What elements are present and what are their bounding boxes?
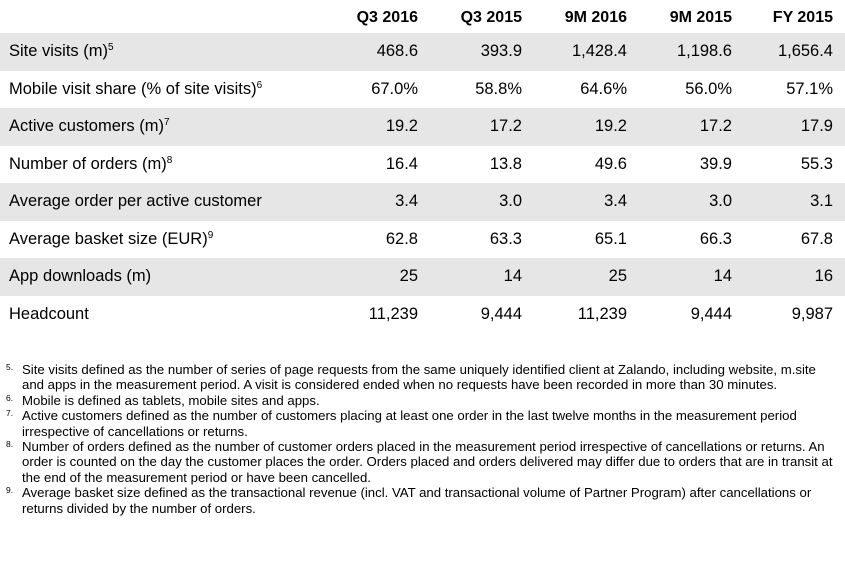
row-label-text: Average basket size (EUR): [9, 229, 208, 248]
table-cell: 65.1: [594, 229, 627, 248]
table-cell: 393.9: [430, 33, 534, 71]
table-cell: 11,239: [577, 304, 627, 323]
column-header: FY 2015: [772, 9, 833, 26]
footnote-mark: 8.: [6, 439, 14, 450]
table-cell: 11,239: [368, 304, 418, 323]
row-label-text: Number of orders (m): [9, 154, 167, 173]
table-cell: 1,198.6: [639, 33, 744, 71]
table-cell: 19.2: [534, 108, 639, 146]
row-label: Headcount: [0, 296, 335, 334]
table-row: Number of orders (m)8 16.4 13.8 49.6 39.…: [0, 146, 845, 184]
footnote-mark: 9.: [6, 485, 14, 496]
column-header: [0, 3, 335, 33]
table-cell: 39.9: [699, 154, 732, 173]
table-cell: 14: [639, 258, 744, 296]
row-label: Mobile visit share (% of site visits)6: [0, 71, 335, 109]
table-cell: 9,444: [480, 304, 522, 323]
footnote-text: Average basket size defined as the trans…: [22, 485, 812, 516]
footnote-mark: 6.: [6, 392, 14, 403]
row-label: Average basket size (EUR)9: [0, 221, 335, 259]
column-header: 9M 2015: [669, 9, 732, 26]
row-label: Active customers (m)7: [0, 108, 335, 146]
table-cell: 3.4: [335, 183, 430, 221]
row-label: App downloads (m): [0, 258, 335, 296]
table-cell: 67.8: [800, 229, 833, 248]
table-cell: 3.4: [534, 183, 639, 221]
table-cell: 3.0: [639, 183, 744, 221]
table-row: Site visits (m)5 468.6 393.9 1,428.4 1,1…: [0, 33, 845, 71]
footnote: 9. Average basket size defined as the tr…: [6, 485, 836, 516]
footnotes: 5. Site visits defined as the number of …: [6, 362, 836, 516]
footnote-ref: 9: [207, 229, 214, 241]
row-label-text: Headcount: [9, 304, 89, 323]
footnote-text: Site visits defined as the number of ser…: [22, 362, 816, 393]
footnote-ref: 6: [256, 79, 263, 91]
footnote: 6. Mobile is defined as tablets, mobile …: [6, 393, 836, 408]
table-cell: 17.2: [639, 108, 744, 146]
footnote-text: Mobile is defined as tablets, mobile sit…: [22, 392, 320, 408]
footnote-mark: 7.: [6, 408, 14, 419]
column-header: 9M 2016: [564, 9, 627, 26]
table-cell: 62.8: [385, 229, 418, 248]
table-cell: 1,428.4: [534, 33, 639, 71]
row-label-text: App downloads (m): [9, 267, 152, 286]
table-cell: 13.8: [489, 154, 522, 173]
table-cell: 19.2: [335, 108, 430, 146]
table-row: App downloads (m) 25 14 25 14 16: [0, 258, 845, 296]
footnote-ref: 7: [163, 117, 170, 129]
column-header: Q3 2015: [460, 9, 522, 26]
table-row: Average order per active customer 3.4 3.…: [0, 183, 845, 221]
table-row: Mobile visit share (% of site visits)6 6…: [0, 71, 845, 109]
row-label-text: Average order per active customer: [9, 192, 262, 211]
table-row: Active customers (m)7 19.2 17.2 19.2 17.…: [0, 108, 845, 146]
footnote-text: Active customers defined as the number o…: [22, 408, 797, 439]
footnote-ref: 8: [166, 154, 173, 166]
table-cell: 25: [534, 258, 639, 296]
table-cell: 63.3: [489, 229, 522, 248]
row-label: Site visits (m)5: [0, 33, 335, 71]
row-label-text: Site visits (m): [9, 42, 108, 61]
footnote: 8. Number of orders defined as the numbe…: [6, 439, 836, 485]
footnote: 7. Active customers defined as the numbe…: [6, 408, 836, 439]
row-label: Average order per active customer: [0, 183, 335, 221]
table-cell: 3.0: [430, 183, 534, 221]
row-label-text: Active customers (m): [9, 117, 164, 136]
row-label: Number of orders (m)8: [0, 146, 335, 184]
table-cell: 25: [335, 258, 430, 296]
table-cell: 17.9: [744, 108, 845, 146]
footnote-ref: 5: [108, 42, 114, 54]
row-label-text: Mobile visit share (% of site visits): [9, 79, 257, 98]
column-header: Q3 2016: [356, 9, 418, 26]
table-cell: 3.1: [744, 183, 845, 221]
table-cell: 55.3: [800, 154, 833, 173]
table-header-row: Q3 2016 Q3 2015 9M 2016 9M 2015 FY 2015: [0, 3, 845, 33]
kpi-table: Q3 2016 Q3 2015 9M 2016 9M 2015 FY 2015 …: [0, 3, 845, 333]
footnote: 5. Site visits defined as the number of …: [6, 362, 836, 393]
table-row: Average basket size (EUR)9 62.8 63.3 65.…: [0, 221, 845, 259]
table-cell: 17.2: [430, 108, 534, 146]
footnote-text: Number of orders defined as the number o…: [22, 439, 833, 485]
table-cell: 1,656.4: [744, 33, 845, 71]
table-cell: 9,987: [791, 304, 833, 323]
table-row: Headcount 11,239 9,444 11,239 9,444 9,98…: [0, 296, 845, 334]
table-cell: 64.6%: [580, 79, 627, 98]
table-cell: 49.6: [594, 154, 627, 173]
table-cell: 58.8%: [475, 79, 522, 98]
table-cell: 67.0%: [371, 79, 418, 98]
table-cell: 16.4: [385, 154, 418, 173]
table-cell: 16: [744, 258, 845, 296]
table-cell: 56.0%: [685, 79, 732, 98]
table-cell: 9,444: [690, 304, 732, 323]
table-cell: 14: [430, 258, 534, 296]
table-cell: 57.1%: [786, 79, 833, 98]
table-cell: 468.6: [335, 33, 430, 71]
table-cell: 66.3: [699, 229, 732, 248]
footnote-mark: 5.: [6, 362, 14, 372]
